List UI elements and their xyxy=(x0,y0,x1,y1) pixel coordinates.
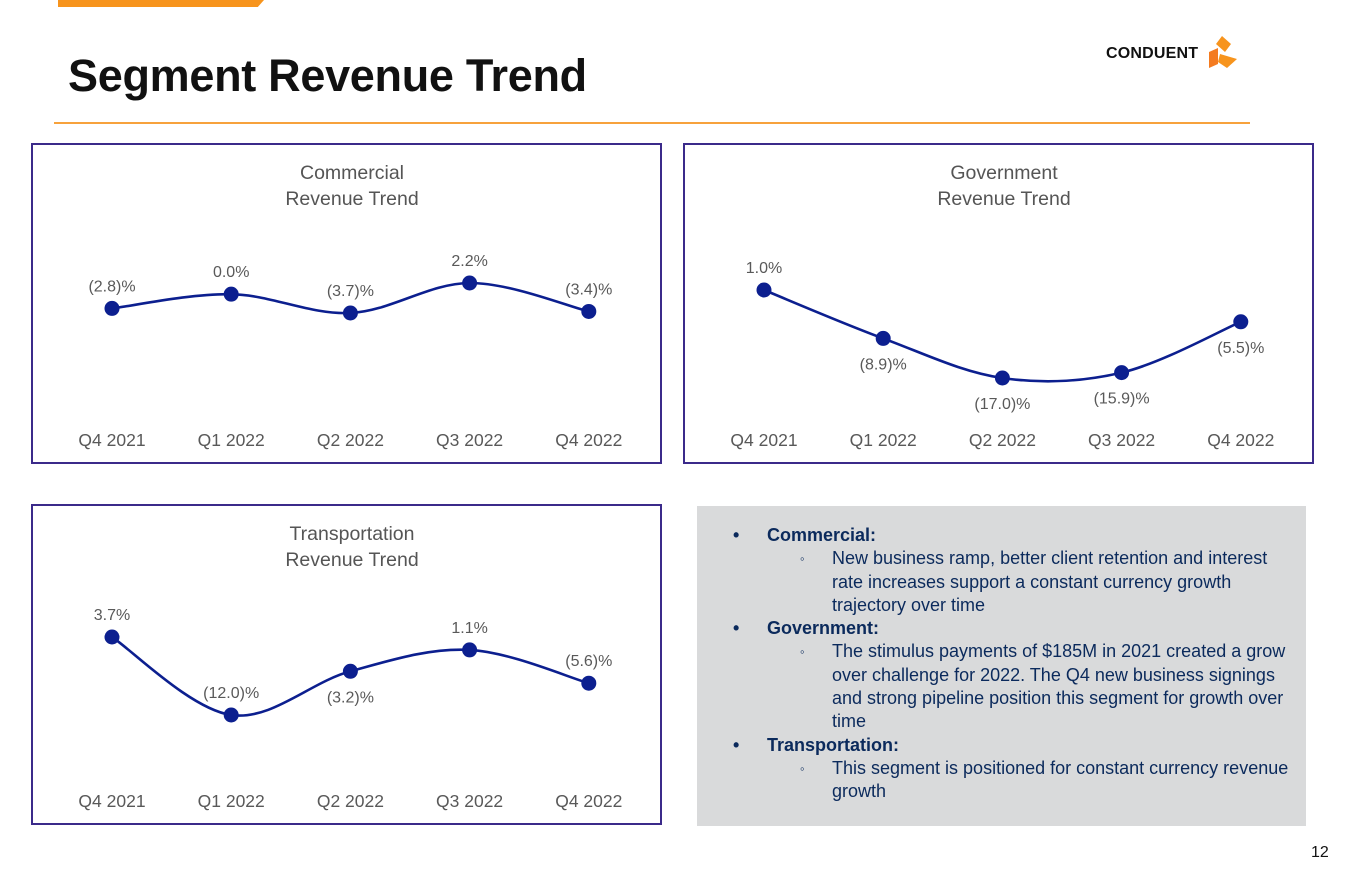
segment-commentary-box: Commercial: New business ramp, better cl… xyxy=(697,506,1306,826)
series-line xyxy=(763,288,1242,383)
commercial-revenue-chart: Commercial Revenue Trend (2.8)% Q4 2021 0.0%… xyxy=(78,162,622,450)
page-number: 12 xyxy=(1311,844,1329,861)
data-point xyxy=(994,370,1010,386)
x-tick-label: Q4 2022 xyxy=(555,791,622,811)
x-tick-label: Q4 2022 xyxy=(555,430,622,450)
x-tick-label: Q4 2021 xyxy=(78,791,145,811)
government-chart-panel: Government Revenue Trend 1.0% Q4 2021 (8.9)%… xyxy=(683,143,1314,464)
x-tick-label: Q3 2022 xyxy=(436,430,503,450)
government-revenue-chart: Government Revenue Trend 1.0% Q4 2021 (8.9)%… xyxy=(730,162,1274,450)
page-title: Segment Revenue Trend xyxy=(68,50,587,101)
transportation-revenue-chart: Transportation Revenue Trend 3.7% Q4 2021 (1… xyxy=(78,523,622,811)
data-label: (2.8)% xyxy=(88,278,135,295)
x-tick-label: Q1 2022 xyxy=(198,791,265,811)
chart-title-line: Revenue Trend xyxy=(285,549,418,571)
data-point xyxy=(342,305,358,321)
data-label: (15.9)% xyxy=(1094,391,1150,408)
data-label: (3.7)% xyxy=(327,283,374,300)
x-tick-label: Q4 2021 xyxy=(730,430,797,450)
x-tick-label: Q3 2022 xyxy=(1088,430,1155,450)
top-accent-tab xyxy=(58,0,264,7)
segment-notes-list: Commercial: New business ramp, better cl… xyxy=(733,524,1306,804)
data-label: (17.0)% xyxy=(974,396,1030,413)
chart-title-line: Commercial xyxy=(300,162,404,184)
data-label: 2.2% xyxy=(451,253,487,270)
data-point xyxy=(104,629,120,645)
x-tick-label: Q2 2022 xyxy=(317,791,384,811)
data-point xyxy=(342,663,358,679)
data-label: 0.0% xyxy=(213,264,249,281)
data-label: (3.4)% xyxy=(565,281,612,298)
note-heading-government: Government: xyxy=(733,617,1306,641)
data-point xyxy=(1233,314,1249,330)
x-tick-label: Q1 2022 xyxy=(198,430,265,450)
data-point xyxy=(462,642,478,658)
data-label: (3.2)% xyxy=(327,689,374,706)
title-divider xyxy=(54,122,1250,124)
conduent-logo-icon xyxy=(1209,36,1238,68)
data-point xyxy=(223,286,239,302)
x-tick-label: Q2 2022 xyxy=(317,430,384,450)
x-tick-label: Q1 2022 xyxy=(850,430,917,450)
note-bullet-commercial: New business ramp, better client retenti… xyxy=(733,547,1306,617)
note-bullet-transportation: This segment is positioned for constant … xyxy=(733,757,1306,804)
commercial-chart-panel: Commercial Revenue Trend (2.8)% Q4 2021 0.0%… xyxy=(31,143,662,464)
data-point xyxy=(581,675,597,691)
data-label: (12.0)% xyxy=(203,685,259,702)
x-tick-label: Q4 2021 xyxy=(78,430,145,450)
chart-title-line: Revenue Trend xyxy=(937,188,1070,210)
data-label: 3.7% xyxy=(94,607,130,624)
note-heading-transportation: Transportation: xyxy=(733,734,1306,758)
x-tick-label: Q3 2022 xyxy=(436,791,503,811)
data-point xyxy=(223,707,239,723)
data-point xyxy=(756,282,772,298)
data-label: 1.1% xyxy=(451,620,487,637)
data-point xyxy=(104,300,120,316)
data-point xyxy=(462,275,478,291)
chart-title-line: Government xyxy=(950,162,1058,184)
data-point xyxy=(581,303,597,319)
data-label: 1.0% xyxy=(746,260,782,277)
x-tick-label: Q4 2022 xyxy=(1207,430,1274,450)
data-label: (5.6)% xyxy=(565,653,612,670)
note-bullet-government: The stimulus payments of $185M in 2021 c… xyxy=(733,640,1306,733)
x-tick-label: Q2 2022 xyxy=(969,430,1036,450)
data-point xyxy=(875,330,891,346)
data-point xyxy=(1114,365,1130,381)
chart-title-line: Revenue Trend xyxy=(285,188,418,210)
data-label: (5.5)% xyxy=(1217,340,1264,357)
logo-text: CONDUENT xyxy=(1106,45,1199,62)
transportation-chart-panel: Transportation Revenue Trend 3.7% Q4 2021 (1… xyxy=(31,504,662,825)
note-heading-commercial: Commercial: xyxy=(733,524,1306,548)
chart-title-line: Transportation xyxy=(289,523,414,545)
company-logo: CONDUENT xyxy=(1106,34,1244,74)
data-label: (8.9)% xyxy=(860,356,907,373)
